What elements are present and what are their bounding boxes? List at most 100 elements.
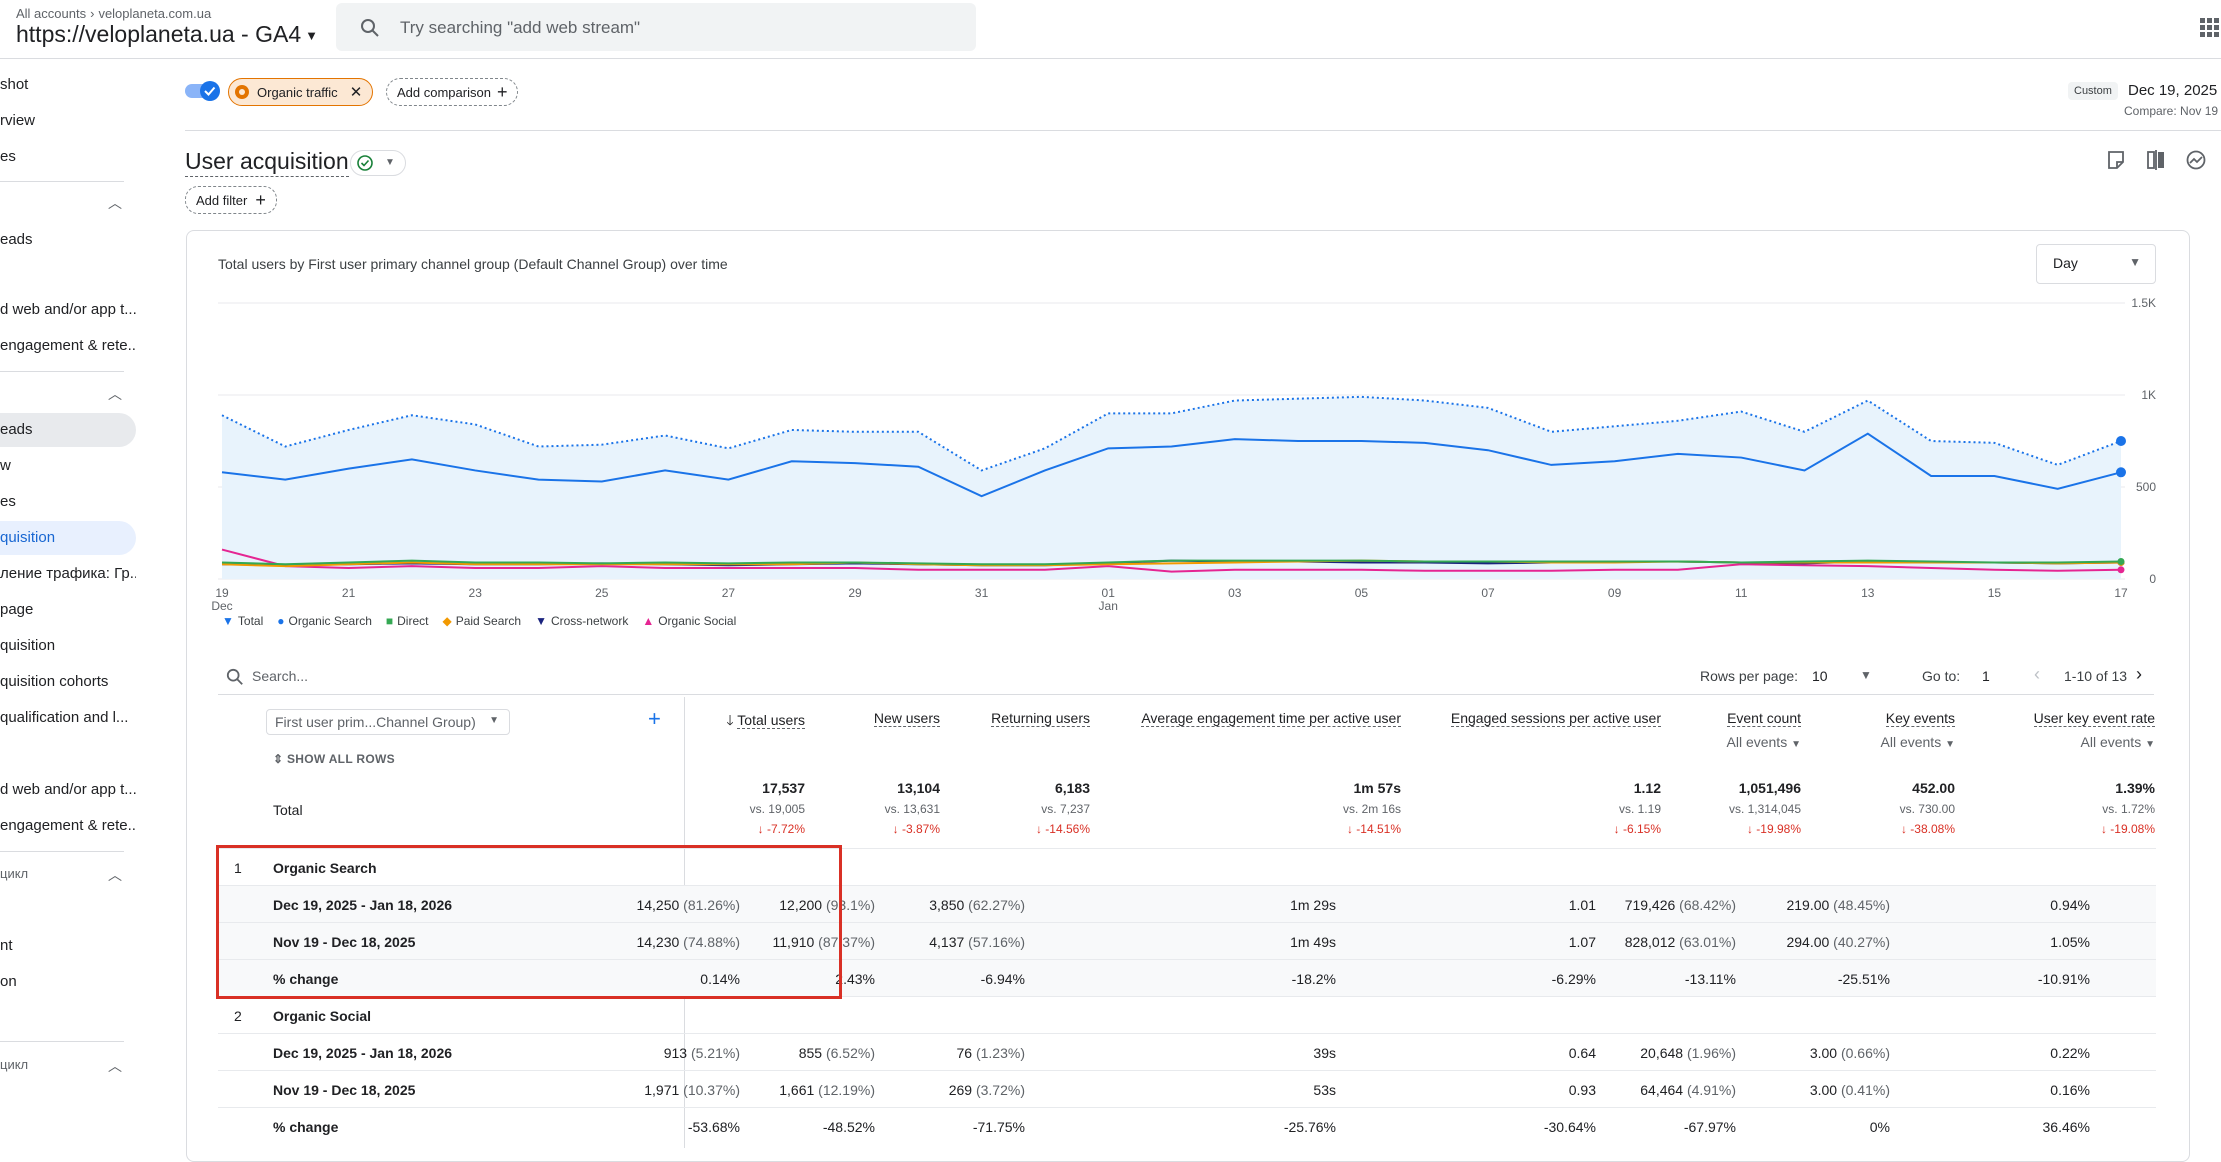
legend-item[interactable]: ▲ Organic Social bbox=[642, 614, 736, 628]
event-filter-select[interactable]: All events ▼ bbox=[2034, 734, 2156, 750]
x-tick-label: 05 bbox=[1355, 586, 1369, 600]
sidebar-item-landing-page[interactable]: page bbox=[0, 601, 34, 618]
breadcrumb[interactable]: All accounts › veloplaneta.com.ua bbox=[16, 6, 211, 21]
column-header-user-key-event-rate[interactable]: User key event rate All events ▼ bbox=[2033, 710, 2156, 750]
table-cell: 1,971 (10.37%) bbox=[644, 1082, 740, 1098]
table-row[interactable]: Nov 19 - Dec 18, 2025 1,971 (10.37%) 1,661… bbox=[218, 1070, 2156, 1107]
cell-percent: (93.1%) bbox=[822, 897, 875, 913]
add-comparison-button[interactable]: Add comparison + bbox=[386, 78, 519, 106]
next-page-icon[interactable]: › bbox=[2136, 664, 2142, 684]
sidebar-item-traffic-group[interactable]: ление трафика: Гр... bbox=[0, 565, 136, 582]
table-group-row[interactable]: 2 Organic Social bbox=[218, 996, 2156, 1033]
comparison-toggle[interactable] bbox=[185, 80, 221, 102]
chevron-up-icon[interactable]: ︿ bbox=[108, 195, 122, 211]
sidebar-item-monetization[interactable]: on bbox=[0, 973, 17, 990]
x-tick-sublabel: Jan bbox=[1099, 599, 1118, 613]
sidebar-item-pages[interactable]: es bbox=[0, 148, 16, 165]
property-selector[interactable]: https://veloplaneta.ua - GA4 ▼ bbox=[16, 21, 318, 48]
sidebar-item-lead-qualification[interactable]: qualification and l... bbox=[0, 709, 129, 726]
table-row[interactable]: % change 0.14% 2.43% -6.94% -18.2% -6.29% -13.… bbox=[218, 959, 2156, 996]
sidebar-section-lifecycle[interactable]: цикл bbox=[0, 866, 29, 881]
totals-cell: 1.12 vs. 1.19 ↓ -6.15% bbox=[1614, 780, 1661, 836]
legend-item[interactable]: ■ Direct bbox=[386, 614, 429, 628]
compare-icon[interactable] bbox=[2146, 150, 2166, 170]
table-row[interactable]: Nov 19 - Dec 18, 2025 14,230 (74.88%) 11,9… bbox=[218, 922, 2156, 959]
total-change-value: ↓ -19.08% bbox=[2100, 822, 2155, 836]
sidebar-item-overview[interactable]: rview bbox=[0, 112, 36, 129]
legend-item[interactable]: ● Organic Search bbox=[277, 614, 372, 628]
column-header-new-users[interactable]: New users bbox=[873, 710, 940, 727]
chevron-up-icon[interactable]: ︿ bbox=[108, 386, 122, 402]
sidebar-item-acquisition-cohorts[interactable]: quisition cohorts bbox=[0, 673, 109, 690]
close-icon[interactable]: ✕ bbox=[349, 84, 363, 101]
sidebar-item-engagement-retention[interactable]: engagement & rete... bbox=[0, 337, 136, 354]
show-all-rows-button[interactable]: ⇕ SHOW ALL ROWS bbox=[273, 752, 395, 766]
add-dimension-icon[interactable]: + bbox=[648, 706, 661, 731]
sidebar-item-user-acquisition[interactable]: quisition bbox=[0, 521, 136, 555]
chevron-up-icon[interactable]: ︿ bbox=[108, 867, 122, 883]
table-cell: 219.00 (48.45%) bbox=[1786, 897, 1890, 913]
sidebar-section-lifecycle-2[interactable]: цикл bbox=[0, 1057, 29, 1072]
breadcrumb-account[interactable]: veloplaneta.com.ua bbox=[98, 6, 212, 21]
breadcrumb-all-accounts[interactable]: All accounts bbox=[16, 6, 87, 21]
add-filter-button[interactable]: Add filter + bbox=[185, 186, 277, 214]
table-row[interactable]: Dec 19, 2025 - Jan 18, 2026 14,250 (81.26… bbox=[218, 885, 2156, 922]
column-label: Total users bbox=[737, 712, 805, 729]
column-header-total-users[interactable]: 🡓 Total users bbox=[726, 710, 805, 734]
sidebar-item-traffic-acquisition[interactable]: quisition bbox=[0, 637, 56, 654]
x-tick-label: 29 bbox=[848, 586, 862, 600]
dimension-select[interactable]: First user prim...Channel Group) ▼ bbox=[266, 709, 510, 735]
table-group-row[interactable]: 1 Organic Search bbox=[218, 848, 2156, 885]
previous-page-icon[interactable]: ‹ bbox=[2034, 664, 2040, 684]
legend-item[interactable]: ◆ Paid Search bbox=[442, 614, 521, 628]
insights-icon[interactable] bbox=[2186, 150, 2206, 170]
column-label: User key event rate bbox=[2033, 710, 2155, 727]
sidebar-item-overview-2[interactable]: w bbox=[0, 457, 11, 474]
sidebar-item-pages-2[interactable]: es bbox=[0, 493, 16, 510]
table-search-input[interactable]: Search... bbox=[218, 660, 2154, 695]
column-header-event-count[interactable]: Event count All events ▼ bbox=[1727, 710, 1802, 750]
caret-down-icon: ▼ bbox=[1945, 739, 1955, 750]
sidebar-item-engagement-retention-2[interactable]: engagement & rete... bbox=[0, 817, 136, 834]
row-label: % change bbox=[273, 1119, 339, 1135]
cell-value: 0.16% bbox=[2050, 1082, 2090, 1098]
event-filter-select[interactable]: All events ▼ bbox=[1727, 734, 1802, 750]
sidebar-item-leads-selected[interactable]: eads bbox=[0, 413, 136, 447]
cell-value: 0.14% bbox=[700, 971, 740, 987]
table-row[interactable]: % change -53.68% -48.52% -71.75% -25.76% -30.… bbox=[218, 1107, 2156, 1144]
column-header-returning-users[interactable]: Returning users bbox=[991, 710, 1090, 727]
go-to-input[interactable]: 1 bbox=[1982, 668, 1990, 684]
share-report-icon[interactable] bbox=[2106, 150, 2126, 170]
legend-item[interactable]: ▼ Total bbox=[222, 614, 263, 628]
table-cell: -53.68% bbox=[688, 1119, 740, 1135]
caret-down-icon[interactable]: ▼ bbox=[1860, 668, 1872, 682]
column-header-engaged-sessions[interactable]: Engaged sessions per active user bbox=[1450, 710, 1661, 727]
granularity-select[interactable]: Day ▼ bbox=[2036, 244, 2156, 284]
column-header-key-events[interactable]: Key events All events ▼ bbox=[1881, 710, 1956, 750]
table-cell: 269 (3.72%) bbox=[949, 1082, 1025, 1098]
event-filter-select[interactable]: All events ▼ bbox=[1881, 734, 1956, 750]
sidebar-item-web-app-traffic-2[interactable]: d web and/or app t... bbox=[0, 781, 136, 798]
legend-item[interactable]: ▼ Cross-network bbox=[535, 614, 628, 628]
rows-per-page-select[interactable]: 10 bbox=[1812, 668, 1828, 684]
comparison-chip-organic-traffic[interactable]: Organic traffic ✕ bbox=[228, 78, 374, 106]
page-title[interactable]: User acquisition bbox=[185, 148, 349, 177]
sidebar-item-leads[interactable]: eads bbox=[0, 231, 33, 248]
cell-value: 53s bbox=[1313, 1082, 1336, 1098]
sidebar-item-web-app-traffic[interactable]: d web and/or app t... bbox=[0, 301, 136, 318]
chevron-up-icon[interactable]: ︿ bbox=[108, 1058, 122, 1074]
table-cell: 1.07 bbox=[1569, 934, 1596, 950]
table-cell: 1m 29s bbox=[1290, 897, 1336, 913]
apps-grid-icon[interactable] bbox=[2200, 18, 2220, 38]
column-header-avg-engagement-time[interactable]: Average engagement time per active user bbox=[1141, 710, 1401, 727]
date-range-picker[interactable]: Dec 19, 2025 - bbox=[2128, 82, 2221, 99]
table-row[interactable]: Dec 19, 2025 - Jan 18, 2026 913 (5.21%) 85… bbox=[218, 1033, 2156, 1070]
table-cell: 0.16% bbox=[2050, 1082, 2090, 1098]
sidebar-item-engagement[interactable]: nt bbox=[0, 937, 13, 954]
sidebar: shot rview es ︿ eads d web and/or app t.… bbox=[0, 59, 140, 1148]
report-status-button[interactable]: ▼ bbox=[350, 150, 406, 176]
total-change-value: ↓ -14.56% bbox=[1035, 822, 1090, 836]
search-input[interactable]: Try searching "add web stream" bbox=[336, 3, 976, 51]
sidebar-item-snapshot[interactable]: shot bbox=[0, 76, 29, 93]
